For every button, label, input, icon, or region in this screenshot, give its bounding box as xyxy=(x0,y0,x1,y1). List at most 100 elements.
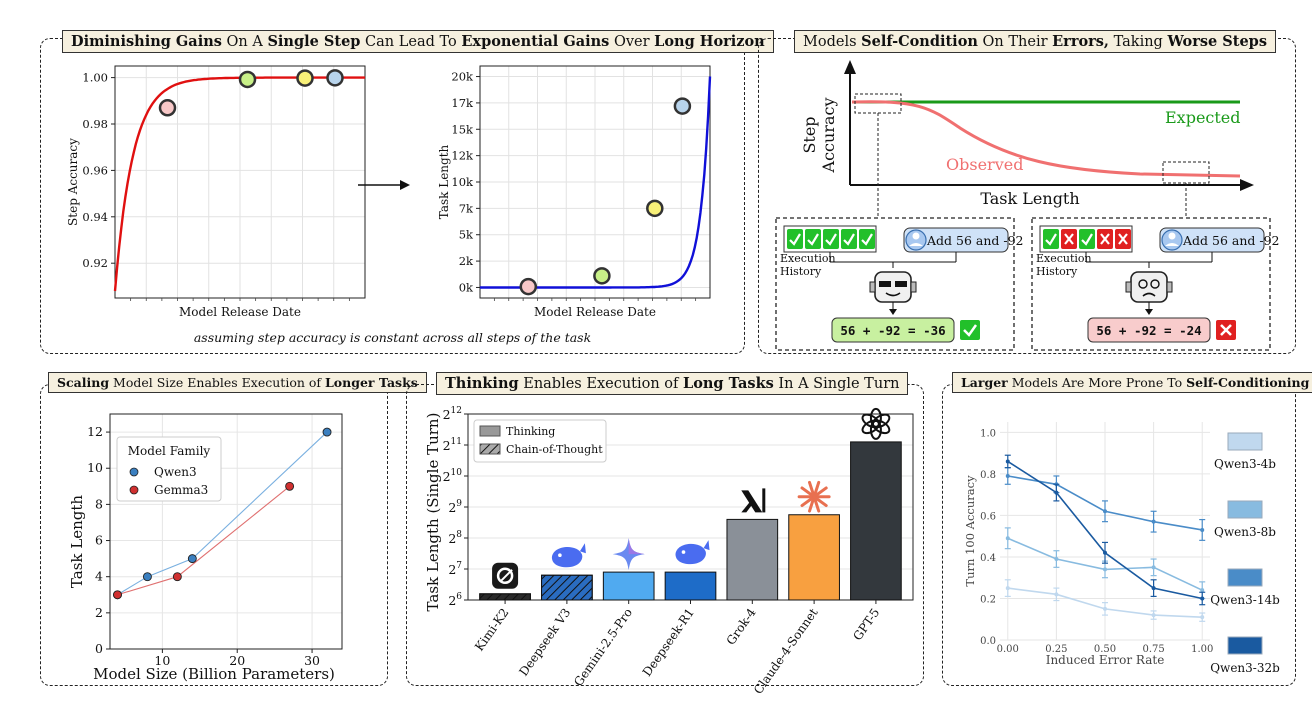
execution-label-line1: Execution xyxy=(780,252,836,265)
execution-label-line2: History xyxy=(780,265,822,278)
title-run: In A Single Turn xyxy=(773,376,900,392)
panel-title-scaling: Scaling Model Size Enables Execution of … xyxy=(48,372,427,393)
title-run: Can Lead To xyxy=(360,34,462,50)
data-point xyxy=(187,554,197,564)
y-tick-label: 212 xyxy=(443,406,462,422)
gemini-star-accent xyxy=(628,538,645,555)
data-point xyxy=(673,97,692,115)
legend-marker xyxy=(129,485,139,495)
y-tick-label: 0k xyxy=(459,280,474,294)
check-mark xyxy=(963,324,978,337)
title-run: Over xyxy=(609,34,655,50)
user-avatar-body xyxy=(909,243,923,246)
x-axis-label: Task Length xyxy=(980,189,1079,208)
check-mark xyxy=(1045,233,1057,246)
connector-arrow xyxy=(1145,309,1153,315)
title-run: Exponential Gains xyxy=(461,33,610,50)
legend-label: Qwen3-32b xyxy=(1210,661,1280,675)
data-point xyxy=(238,70,257,89)
data-point xyxy=(1005,586,1010,591)
data-point xyxy=(1151,519,1156,524)
y-tick-label: 210 xyxy=(443,468,463,484)
user-avatar-body xyxy=(1165,243,1179,246)
title-run: Models xyxy=(803,34,862,50)
answer-box xyxy=(1087,317,1211,343)
openai-logo-icon xyxy=(861,407,891,440)
xai-stroke3 xyxy=(741,501,753,513)
xai-logo-icon xyxy=(741,488,766,513)
data-point xyxy=(296,69,314,87)
title-run: Larger xyxy=(961,375,1008,390)
bar xyxy=(726,518,779,601)
answer-box xyxy=(831,317,955,343)
y-tick-label: 0 xyxy=(95,641,103,656)
legend-marker xyxy=(129,467,139,477)
arrow-head xyxy=(400,180,410,190)
title-run: Errors, xyxy=(1052,33,1109,50)
robot-ear xyxy=(1125,281,1132,293)
y-tick-label: 1.00 xyxy=(82,71,108,85)
y-axis-label: Task Length xyxy=(68,495,86,588)
check-mark xyxy=(825,233,837,246)
data-point xyxy=(158,99,177,117)
x-axis-label: Model Release Date xyxy=(534,305,656,319)
y-axis-label: Step Accuracy xyxy=(66,138,80,226)
x-tick-label: 0.00 xyxy=(997,644,1019,655)
y-tick-label: 0.98 xyxy=(82,117,108,131)
tick-exponent: 10 xyxy=(451,468,463,478)
data-point xyxy=(1200,615,1205,620)
y-axis-arrow xyxy=(844,60,856,74)
robot-smile xyxy=(885,292,901,297)
x-axis-arrow xyxy=(1240,179,1254,191)
title-run: Worse Steps xyxy=(1167,33,1267,50)
tick-base: 2 xyxy=(443,469,451,484)
claude-asterisk-icon xyxy=(797,480,831,513)
data-point xyxy=(1103,567,1107,572)
tick-exponent: 12 xyxy=(451,406,462,416)
y-tick-label: 211 xyxy=(443,437,462,453)
whale-tail xyxy=(579,543,586,554)
tick-base: 2 xyxy=(448,593,456,608)
data-point xyxy=(1005,536,1010,541)
robot-ear xyxy=(910,281,917,293)
x-tick-label: 10 xyxy=(154,653,170,668)
bar xyxy=(602,571,655,601)
kimi-logo-icon xyxy=(492,562,519,589)
cross-mark xyxy=(1100,233,1110,245)
legend-box xyxy=(473,419,607,463)
scenario-box xyxy=(1031,217,1271,351)
tick-exponent: 9 xyxy=(456,499,462,509)
x-axis-label: Model Size (Billion Parameters) xyxy=(93,665,335,683)
data-point xyxy=(322,427,332,437)
y-axis-label: Task Length (Single Turn) xyxy=(424,413,442,612)
title-run: Enables Execution of xyxy=(518,376,684,392)
execution-label-line2: History xyxy=(1036,265,1078,278)
connector-arrow xyxy=(889,309,897,315)
robot-frown xyxy=(1142,292,1156,297)
scenario-box xyxy=(775,217,1015,351)
tick-exponent: 6 xyxy=(456,592,462,602)
title-run: Taking xyxy=(1108,34,1168,50)
check-mark xyxy=(861,233,873,246)
data-point xyxy=(519,277,538,296)
robot-ear xyxy=(869,281,876,293)
data-point xyxy=(142,572,152,582)
y-tick-label: 7k xyxy=(459,201,474,215)
y-tick-label: 29 xyxy=(448,499,462,515)
title-run: Diminishing Gains xyxy=(71,33,222,50)
panel-title-self-condition: Models Self-Condition On Their Errors, T… xyxy=(794,30,1276,53)
x-axis-label: Model Release Date xyxy=(179,305,301,319)
y-tick-label: 0.0 xyxy=(980,636,996,647)
tick-base: 2 xyxy=(448,562,456,577)
legend-marker-cot-hatch xyxy=(479,443,501,455)
tick-exponent: 7 xyxy=(456,561,462,571)
x-axis-label: Induced Error Rate xyxy=(1046,653,1165,667)
kimi-slash xyxy=(499,569,513,583)
y-tick-label: 0.4 xyxy=(980,553,996,564)
y-tick-label: 12 xyxy=(87,424,103,439)
data-point xyxy=(1200,596,1205,601)
curve-line xyxy=(480,76,712,289)
tick-exponent: 11 xyxy=(451,437,462,447)
